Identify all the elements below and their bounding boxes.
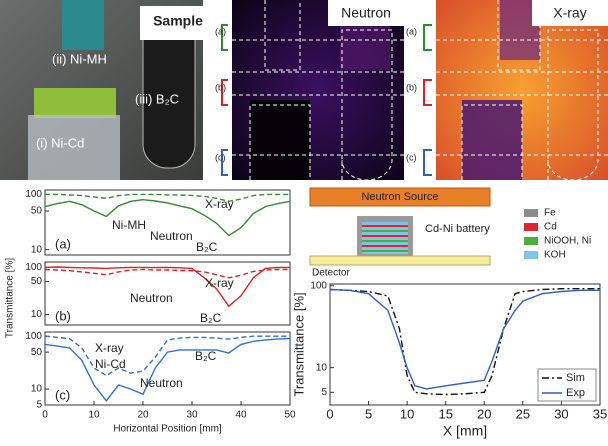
legend-label: Sim (566, 372, 585, 384)
x-tick-label: 0 (42, 410, 48, 421)
y-axis-label: Transmittance [%] (291, 292, 306, 396)
x-tick-label: 50 (284, 410, 296, 421)
y-tick-label: 100 (25, 331, 42, 342)
annotation: X-ray (205, 197, 234, 211)
y-tick-label: 10 (31, 309, 43, 320)
detector-label: Detector (312, 268, 350, 279)
legend-label: Cd (544, 222, 557, 233)
panel-label: (c) (55, 387, 70, 402)
annotation: B₂C (195, 349, 217, 363)
data-line (44, 266, 290, 308)
panel-label: (b) (55, 308, 71, 323)
y-tick-label: 5 (321, 387, 327, 398)
legend-label: Fe (544, 208, 556, 219)
image-title: X-ray (553, 5, 586, 21)
panel-label: (a) (55, 236, 71, 251)
row-label: (b) (406, 82, 417, 92)
y-tick-label: 10 (31, 244, 43, 255)
y-tick-label: 10 (316, 362, 328, 373)
data-line (44, 268, 290, 279)
source-label: Neutron Source (361, 191, 438, 203)
annotation: Ni-Cd (95, 357, 126, 371)
neutron-image: Neutron (a) (b) (c) (215, 0, 404, 181)
x-tick-label: 30 (186, 410, 198, 421)
data-line (44, 198, 291, 237)
x-tick-label: 0 (326, 406, 333, 421)
y-tick-label: 50 (31, 276, 43, 287)
battery-label: Cd-Ni battery (425, 223, 490, 235)
photo-label: (i) Ni-Cd (36, 135, 84, 150)
x-tick-label: 40 (235, 410, 247, 421)
annotation: Neutron (140, 376, 183, 390)
legend-swatch (524, 223, 538, 231)
legend-label: Exp (566, 387, 585, 399)
photo-label: (ii) Ni-MH (52, 51, 107, 66)
x-tick-label: 30 (554, 406, 568, 421)
legend-swatch (524, 251, 538, 259)
photo-label: (iii) B₂C (135, 91, 179, 106)
x-tick-label: 10 (400, 406, 414, 421)
row-label: (a) (215, 26, 226, 36)
y-tick-label: 100 (310, 280, 327, 291)
photo-title: Sample (153, 13, 203, 29)
x-tick-label: 35 (593, 406, 607, 421)
row-label: (a) (406, 26, 417, 36)
y-axis-label: Transmittance [%] (5, 258, 16, 338)
annotation: B₂C (196, 240, 218, 254)
legend-swatch (524, 209, 538, 217)
x-axis-label: X [mm] (443, 423, 487, 439)
legend-label: NiOOH, Ni (544, 236, 591, 247)
plot-frame (44, 261, 291, 326)
photo: Sample (ii) Ni-MH (iii) B₂C (i) Ni-Cd (0, 0, 220, 180)
legend-label: KOH (544, 250, 566, 261)
plot-frame (329, 283, 601, 406)
row-label: (c) (215, 152, 226, 162)
plot-frame (44, 189, 291, 256)
annotation: X-ray (95, 341, 124, 355)
annotation: Neutron (130, 291, 173, 305)
data-line (44, 337, 291, 402)
xray-image: X-ray (a) (b) (c) (406, 0, 608, 181)
x-axis-label: Horizontal Position [mm] (113, 424, 222, 435)
y-tick-label: 50 (31, 347, 43, 358)
annotation: Ni-MH (112, 218, 146, 232)
legend-swatch (524, 237, 538, 245)
x-tick-label: 20 (137, 410, 149, 421)
y-tick-label: 100 (25, 189, 42, 200)
x-tick-label: 20 (477, 406, 491, 421)
data-line (45, 193, 290, 203)
y-tick-label: 50 (31, 206, 43, 217)
annotation: X-ray (205, 276, 234, 290)
row-label: (c) (406, 152, 417, 162)
annotation: Neutron (150, 229, 193, 243)
plot-frame (44, 331, 291, 406)
data-line (44, 335, 290, 377)
x-tick-label: 5 (365, 406, 372, 421)
setup-diagram: Neutron Source Cd-Ni battery Detector (309, 187, 491, 279)
annotation: B₂C (200, 311, 222, 325)
y-tick-label: 10 (31, 384, 43, 395)
x-tick-label: 15 (438, 406, 452, 421)
data-line (329, 288, 600, 390)
y-tick-label: 100 (25, 262, 42, 273)
x-tick-label: 10 (88, 410, 100, 421)
x-tick-label: 25 (516, 406, 530, 421)
legend-box (537, 368, 597, 402)
image-title: Neutron (341, 5, 391, 21)
y-tick-label: 5 (36, 400, 42, 411)
row-label: (b) (215, 82, 226, 92)
